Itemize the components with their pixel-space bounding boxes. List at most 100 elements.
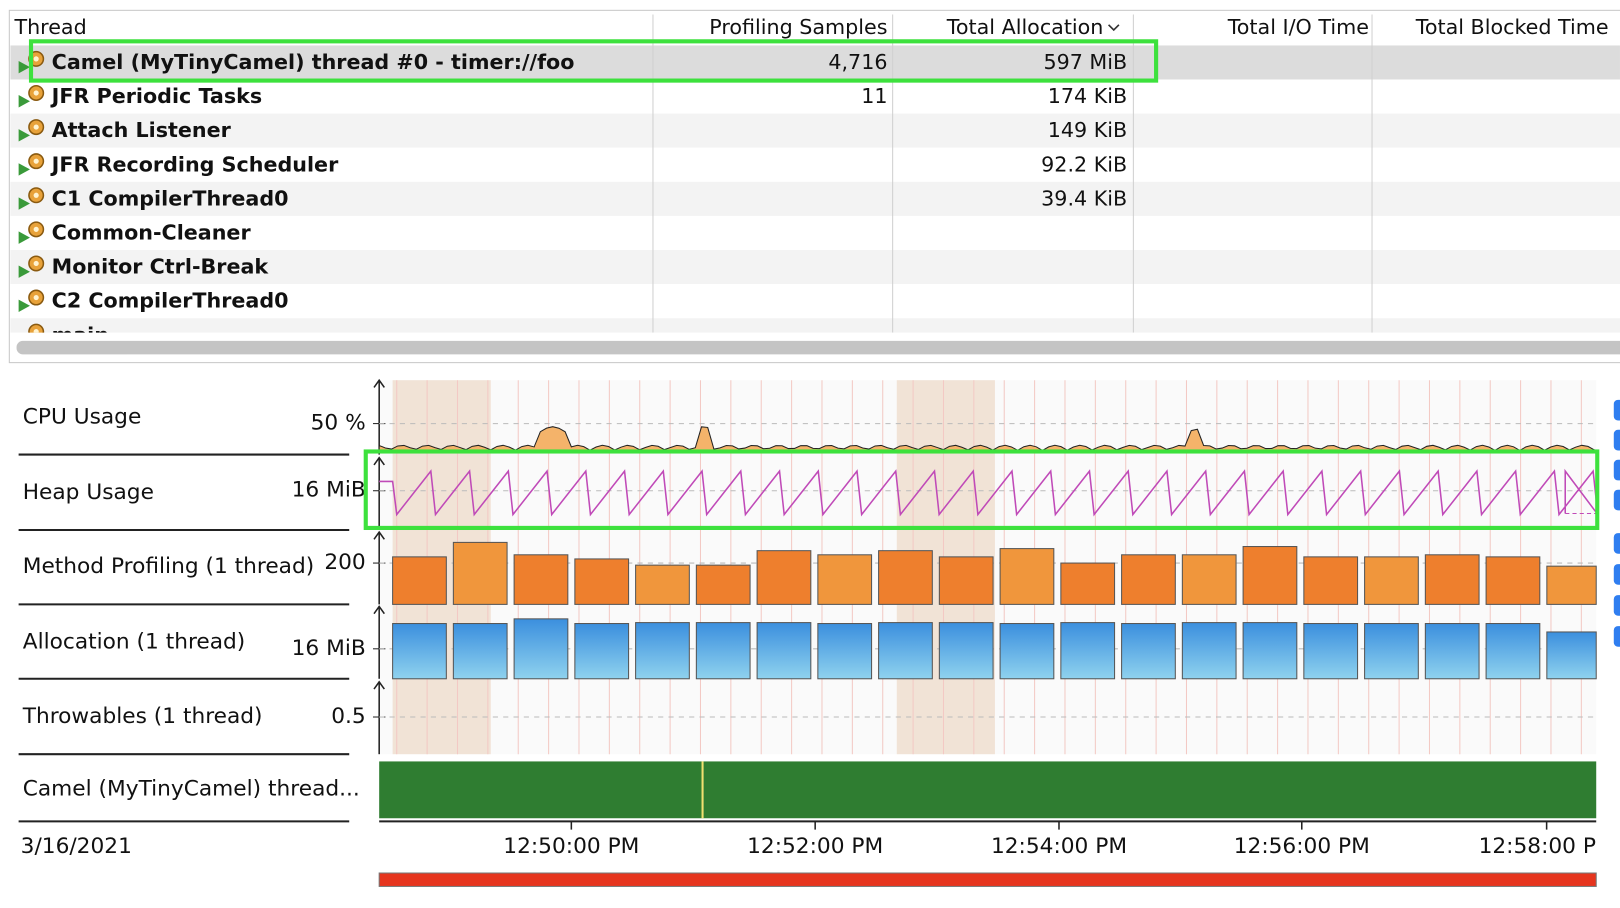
profiling-bar (1243, 547, 1297, 605)
allocation-bar (696, 623, 750, 679)
thread-name[interactable]: Common-Cleaner (52, 220, 252, 244)
allocation-bar (636, 623, 690, 679)
allocation-bar (575, 624, 629, 679)
profiling-bar (393, 557, 447, 605)
lane-tick-label: 16 MiB (292, 636, 366, 661)
allocation-bar (1486, 624, 1540, 679)
lane-checkbox[interactable] (1614, 430, 1620, 451)
lane-checkbox[interactable] (1614, 460, 1620, 481)
thread-name[interactable]: Monitor Ctrl-Break (52, 255, 270, 279)
lane-checkbox[interactable] (1614, 490, 1620, 511)
profiling-bar (818, 555, 872, 605)
thread-name[interactable]: C2 CompilerThread0 (52, 289, 289, 313)
thread-icon-hub (34, 56, 39, 61)
profiling-samples: 4,716 (828, 50, 887, 74)
allocation-bar (453, 624, 507, 679)
allocation-bar (1547, 632, 1596, 679)
lane-checkbox[interactable] (1614, 400, 1620, 421)
thread-icon-hub (34, 295, 39, 300)
allocation-bar (1425, 624, 1479, 679)
column-header[interactable]: Profiling Samples (709, 15, 887, 39)
profiling-bar (1182, 555, 1236, 605)
lane-checkbox[interactable] (1614, 626, 1620, 647)
lane-checkbox[interactable] (1614, 564, 1620, 585)
profiling-bar (1365, 557, 1419, 605)
profiling-samples: 11 (861, 84, 887, 108)
lane-checkbox[interactable] (1614, 595, 1620, 616)
lane-checkbox[interactable] (1614, 533, 1620, 554)
profiling-bar (1547, 566, 1596, 604)
allocation-bar (879, 623, 933, 679)
thread-icon-hub (34, 193, 39, 198)
allocation-bar (1304, 624, 1358, 679)
time-label: 12:58:00 PM (1479, 834, 1615, 859)
column-header[interactable]: Total Blocked Time (1415, 15, 1609, 39)
profiling-bar (696, 565, 750, 604)
profiling-bar (1061, 563, 1115, 604)
profiling-bar (514, 555, 568, 605)
profiling-bar (575, 559, 629, 604)
lane-tick-label: 16 MiB (292, 478, 366, 503)
lane-label: Camel (MyTinyCamel) thread... (23, 776, 360, 801)
total-allocation: 39.4 KiB (1041, 186, 1127, 210)
allocation-bar (818, 624, 872, 679)
allocation-bar (393, 624, 447, 679)
total-allocation: 149 KiB (1048, 118, 1127, 142)
lane-label: Method Profiling (1 thread) (23, 554, 314, 579)
lane-tick-label: 200 (324, 550, 365, 575)
allocation-bar (1061, 623, 1115, 679)
allocation-bar (514, 619, 568, 679)
time-label: 12:50:00 PM (503, 834, 639, 859)
profiling-bar (1000, 549, 1054, 605)
profiling-bar (453, 542, 507, 604)
lane-label: Allocation (1 thread) (23, 630, 246, 655)
thread-name[interactable]: Attach Listener (52, 118, 232, 142)
lane-tick-label: 50 % (311, 411, 366, 436)
total-allocation: 92.2 KiB (1041, 152, 1127, 176)
profiling-bar (1304, 557, 1358, 605)
time-label: 12:52:00 PM (747, 834, 883, 859)
thread-name[interactable]: C1 CompilerThread0 (52, 186, 289, 210)
thread-icon-hub (34, 261, 39, 266)
column-header[interactable]: Thread (13, 15, 86, 39)
profiling-bar (1486, 557, 1540, 605)
time-label: 12:54:00 PM (991, 834, 1127, 859)
total-allocation: 174 KiB (1048, 84, 1127, 108)
lane-label: Throwables (1 thread) (22, 704, 263, 729)
lane-label: Heap Usage (23, 480, 154, 505)
time-labels: 12:50:00 PM 12:52:00 PM 12:54:00 PM 12:56:0… (503, 834, 1614, 859)
range-bar[interactable] (379, 873, 1596, 886)
total-allocation: 597 MiB (1043, 50, 1127, 74)
row-bg (10, 114, 1620, 148)
thread-icon-hub (34, 159, 39, 164)
column-header[interactable]: Total Allocation (946, 15, 1104, 39)
allocation-bar (1182, 623, 1236, 679)
lane-label: CPU Usage (23, 404, 142, 429)
allocation-bar (1000, 624, 1054, 679)
thread-icon-hub (34, 90, 39, 95)
profiling-bar (757, 551, 811, 605)
thread-icon-hub (34, 227, 39, 232)
date-label: 3/16/2021 (21, 834, 132, 859)
profiling-bar (1425, 555, 1479, 605)
thread-table: Thread Profiling Samples Total Allocation T… (10, 14, 1620, 352)
allocation-bar (1122, 624, 1176, 679)
row-bg (10, 216, 1620, 250)
profiling-bar (1122, 555, 1176, 605)
profiling-bar (636, 565, 690, 604)
thread-activity (379, 761, 1596, 818)
allocation-bar (939, 623, 993, 679)
column-header[interactable]: Total I/O Time (1227, 15, 1369, 39)
thread-name[interactable]: JFR Periodic Tasks (50, 84, 263, 108)
profiling-bar (879, 551, 933, 605)
allocation-bar (757, 623, 811, 679)
thread-icon-hub (34, 124, 39, 129)
scrollbar[interactable] (17, 341, 1620, 354)
timeline: CPU Usage 50 % Heap Usage 16 MiB Method Prof… (19, 380, 1620, 886)
profiling-bar (939, 557, 993, 605)
thread-name[interactable]: JFR Recording Scheduler (50, 152, 339, 176)
thread-name[interactable]: Camel (MyTinyCamel) thread #0 - timer://… (52, 50, 575, 74)
time-label: 12:56:00 PM (1234, 834, 1370, 859)
allocation-bar (1243, 623, 1297, 679)
